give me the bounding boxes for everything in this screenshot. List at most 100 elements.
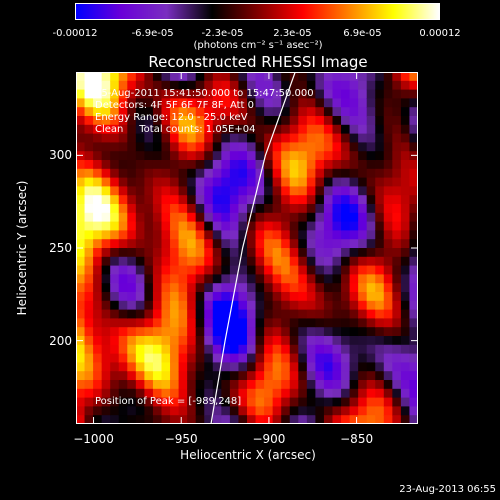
heatmap-cell [221, 336, 231, 346]
heatmap-cell [84, 406, 94, 416]
heatmap-cell [392, 80, 402, 91]
x-axis-label: Heliocentric X (arcsec) [180, 448, 316, 462]
heatmap-cell [315, 72, 325, 82]
heatmap-cell [392, 107, 402, 117]
heatmap-cell [272, 300, 282, 311]
heatmap-cell [409, 318, 418, 328]
heatmap-cell [93, 371, 103, 381]
heatmap-cell [409, 239, 418, 249]
heatmap-cell [315, 239, 325, 249]
heatmap-cell [238, 230, 248, 240]
heatmap-cell [383, 98, 393, 108]
heatmap-cell [144, 300, 154, 311]
heatmap-cell [152, 256, 163, 267]
heatmap-cell [204, 388, 214, 399]
heatmap-cell [170, 80, 180, 91]
heatmap-cell [315, 248, 325, 258]
heatmap-cell [135, 309, 145, 319]
heatmap-cell [358, 344, 368, 355]
heatmap-cell [392, 397, 402, 407]
heatmap-cell [204, 212, 214, 223]
heatmap-cell [366, 89, 376, 99]
heatmap-cell [127, 353, 137, 363]
heatmap-cell [247, 300, 257, 311]
heatmap-cell [264, 274, 274, 284]
heatmap-cell [358, 230, 368, 240]
heatmap-cell [118, 221, 128, 231]
heatmap-cell [272, 380, 282, 390]
heatmap-cell [383, 274, 393, 284]
heatmap-cell [375, 256, 385, 267]
heatmap-cell [272, 124, 282, 135]
heatmap-cell [195, 388, 205, 399]
heatmap-cell [238, 212, 248, 223]
heatmap-cell [281, 212, 291, 223]
heatmap-cell [161, 177, 171, 187]
heatmap-cell [118, 371, 128, 381]
heatmap-cell [341, 133, 351, 143]
heatmap-cell [281, 283, 291, 293]
heatmap-cell [110, 371, 120, 381]
heatmap-cell [221, 371, 231, 381]
heatmap-cell [135, 151, 145, 161]
heatmap-cell [409, 177, 418, 187]
heatmap-cell [392, 186, 402, 196]
heatmap-cell [366, 397, 376, 407]
heatmap-cell [281, 107, 291, 117]
heatmap-cell [349, 151, 359, 161]
heatmap-cell [101, 309, 111, 319]
heatmap-cell [298, 239, 308, 249]
heatmap-cell [212, 336, 222, 346]
heatmap-cell [358, 177, 368, 187]
heatmap-cell [306, 204, 316, 214]
heatmap-cell [238, 186, 248, 196]
heatmap-cell [178, 248, 188, 258]
heatmap-cell [101, 388, 111, 399]
heatmap-cell [101, 336, 111, 346]
heatmap-cell [289, 186, 299, 196]
heatmap-cell [212, 212, 222, 223]
heatmap-cell [195, 116, 205, 126]
heatmap-cell [135, 327, 145, 337]
heatmap-cell [93, 344, 103, 355]
heatmap-cell [144, 327, 154, 337]
heatmap-cell [409, 195, 418, 205]
heatmap-cell [93, 133, 103, 143]
heatmap-cell [375, 239, 385, 249]
heatmap-cell [76, 116, 86, 126]
heatmap-cell [255, 151, 265, 161]
heatmap-cell [298, 380, 308, 390]
heatmap-cell [332, 204, 342, 214]
heatmap-cell [375, 124, 385, 135]
heatmap-cell [118, 256, 128, 267]
heatmap-cell [272, 336, 282, 346]
heatmap-cell [221, 212, 231, 223]
heatmap-cell [144, 362, 154, 372]
heatmap-cell [110, 80, 120, 91]
heatmap-cell [135, 195, 145, 205]
heatmap-cell [101, 248, 111, 258]
heatmap-cell [281, 371, 291, 381]
heatmap-cell [392, 344, 402, 355]
heatmap-cell [272, 230, 282, 240]
heatmap-cell [281, 89, 291, 99]
heatmap-cell [392, 212, 402, 223]
heatmap-cell [323, 195, 334, 205]
heatmap-cell [76, 274, 86, 284]
heatmap-cell [247, 406, 257, 416]
heatmap-cell [332, 195, 342, 205]
heatmap-cell [204, 344, 214, 355]
heatmap-cell [118, 397, 128, 407]
heatmap-cell [178, 168, 188, 179]
heatmap-cell [383, 177, 393, 187]
heatmap-cell [187, 300, 197, 311]
heatmap-cell [212, 344, 222, 355]
heatmap-cell [229, 160, 240, 170]
heatmap-cell [152, 318, 163, 328]
heatmap-cell [152, 168, 163, 179]
heatmap-cell [161, 204, 171, 214]
heatmap-cell [281, 300, 291, 311]
heatmap-cell [315, 177, 325, 187]
heatmap-cell [247, 221, 257, 231]
heatmap-cell [289, 415, 299, 424]
